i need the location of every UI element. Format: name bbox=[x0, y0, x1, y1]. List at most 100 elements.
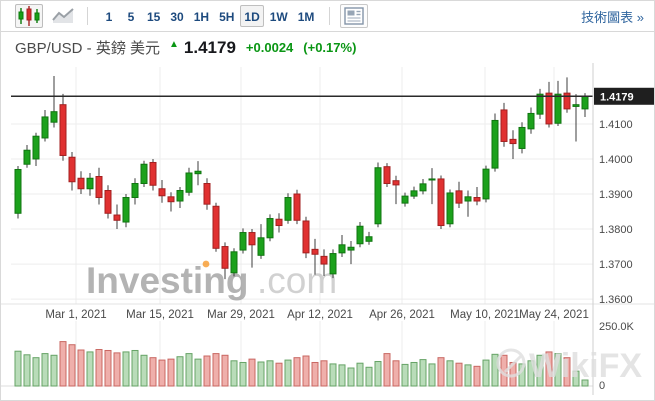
candle bbox=[455, 190, 463, 204]
volume-bar bbox=[356, 362, 364, 387]
wikifx-watermark: WikiFX bbox=[496, 347, 642, 385]
volume-bar bbox=[401, 363, 409, 387]
volume-bar bbox=[347, 367, 355, 387]
svg-text:Mar 15, 2021: Mar 15, 2021 bbox=[126, 309, 194, 321]
volume-bar bbox=[140, 354, 148, 387]
price-axis-labels: 1.4100 1.4000 1.3900 1.3800 1.3700 1.3600 bbox=[599, 119, 633, 306]
candle bbox=[41, 116, 49, 139]
volume-bar bbox=[491, 353, 499, 387]
candle bbox=[473, 197, 481, 202]
volume-bar bbox=[329, 363, 337, 387]
volume-bar bbox=[455, 362, 463, 387]
volume-bar bbox=[293, 357, 301, 387]
volume-bar bbox=[122, 351, 130, 387]
candle bbox=[500, 109, 508, 142]
volume-bar bbox=[302, 355, 310, 387]
investing-watermark: Investing .com bbox=[86, 260, 337, 301]
candle bbox=[302, 220, 310, 254]
timeframe-5[interactable]: 5 bbox=[121, 5, 141, 27]
candle bbox=[212, 205, 220, 249]
timeframe-30[interactable]: 30 bbox=[166, 5, 187, 27]
price-chart-canvas[interactable]: Investing .com 1.4100 1.4000 1.3900 1.3800 1.3… bbox=[1, 63, 654, 400]
timeframe-1d[interactable]: 1D bbox=[240, 5, 264, 27]
volume-bar bbox=[581, 379, 589, 387]
candle bbox=[140, 163, 148, 184]
svg-text:1.4000: 1.4000 bbox=[599, 154, 633, 166]
volume-bar bbox=[77, 349, 85, 387]
timeframe-1h[interactable]: 1H bbox=[190, 5, 213, 27]
volume-bar bbox=[392, 360, 400, 387]
volume-bar bbox=[464, 364, 472, 387]
candle bbox=[95, 175, 103, 199]
candle bbox=[563, 92, 571, 110]
volume-bar bbox=[50, 354, 58, 387]
timeframe-1[interactable]: 1 bbox=[99, 5, 119, 27]
volume-bar bbox=[527, 360, 535, 387]
instrument-header: GBP/USD - 英鎊 美元 ▲ 1.4179 +0.0024 (+0.17%… bbox=[1, 32, 654, 63]
candlestick-chart-type-button[interactable] bbox=[15, 4, 43, 28]
timeframe-1m[interactable]: 1M bbox=[294, 5, 319, 27]
volume-bar bbox=[203, 355, 211, 387]
candlesticks bbox=[14, 75, 589, 280]
svg-text:0: 0 bbox=[599, 380, 605, 392]
candle bbox=[545, 92, 553, 125]
candle bbox=[257, 237, 265, 256]
wikifx-logo-icon bbox=[496, 348, 526, 378]
svg-text:1.3600: 1.3600 bbox=[599, 294, 633, 306]
candle bbox=[293, 193, 301, 221]
candle bbox=[149, 161, 157, 186]
candle bbox=[203, 183, 211, 205]
candle bbox=[509, 138, 517, 145]
volume-bar bbox=[554, 353, 562, 387]
volume-bar bbox=[23, 354, 31, 387]
last-price: 1.4179 bbox=[183, 37, 236, 57]
candle bbox=[518, 126, 526, 149]
date-axis-labels: Mar 1, 2021 Mar 15, 2021 Mar 29, 2021 Apr 1… bbox=[45, 309, 589, 321]
candle bbox=[554, 93, 562, 124]
candle bbox=[428, 178, 436, 181]
volume-bar bbox=[158, 359, 166, 387]
price-change: +0.0024 bbox=[245, 40, 294, 55]
candle bbox=[275, 218, 283, 227]
candle bbox=[248, 232, 256, 246]
investing-logo-dot-icon bbox=[202, 260, 210, 268]
volume-bar bbox=[338, 364, 346, 387]
volume-bar bbox=[572, 370, 580, 387]
svg-text:May 10, 2021: May 10, 2021 bbox=[450, 309, 520, 321]
volume-bar bbox=[320, 360, 328, 387]
volume-bar bbox=[374, 361, 382, 387]
line-chart-type-button[interactable] bbox=[49, 4, 77, 28]
candle bbox=[356, 225, 364, 245]
volume-bar bbox=[149, 357, 157, 387]
candle bbox=[482, 168, 490, 200]
volume-bar bbox=[473, 365, 481, 387]
current-price-badge: 1.4179 bbox=[594, 87, 654, 105]
candle bbox=[176, 190, 184, 202]
technical-chart-link[interactable]: 技術圖表 » bbox=[581, 9, 644, 25]
candle bbox=[185, 172, 193, 193]
volume-bar bbox=[14, 350, 22, 387]
candle bbox=[347, 246, 355, 251]
candle bbox=[410, 190, 418, 197]
timeframe-5h[interactable]: 5H bbox=[215, 5, 238, 27]
news-panel-button[interactable] bbox=[340, 4, 369, 28]
candle bbox=[14, 168, 22, 214]
timeframe-15[interactable]: 15 bbox=[143, 5, 164, 27]
candle bbox=[221, 246, 229, 269]
volume-bar bbox=[275, 362, 283, 387]
svg-text:Mar 1, 2021: Mar 1, 2021 bbox=[45, 309, 106, 321]
volume-bars bbox=[14, 341, 589, 387]
svg-text:1.4179: 1.4179 bbox=[600, 91, 634, 103]
volume-bar bbox=[428, 363, 436, 387]
line-chart-icon bbox=[52, 8, 74, 23]
candle bbox=[320, 255, 328, 265]
timeframe-1w[interactable]: 1W bbox=[266, 5, 292, 27]
candle bbox=[536, 93, 544, 115]
candle bbox=[194, 170, 202, 175]
volume-bar bbox=[131, 349, 139, 387]
svg-text:WikiFX: WikiFX bbox=[529, 347, 642, 385]
volume-bar bbox=[311, 361, 319, 387]
svg-text:Investing: Investing bbox=[86, 260, 248, 301]
volume-bar bbox=[59, 341, 67, 387]
